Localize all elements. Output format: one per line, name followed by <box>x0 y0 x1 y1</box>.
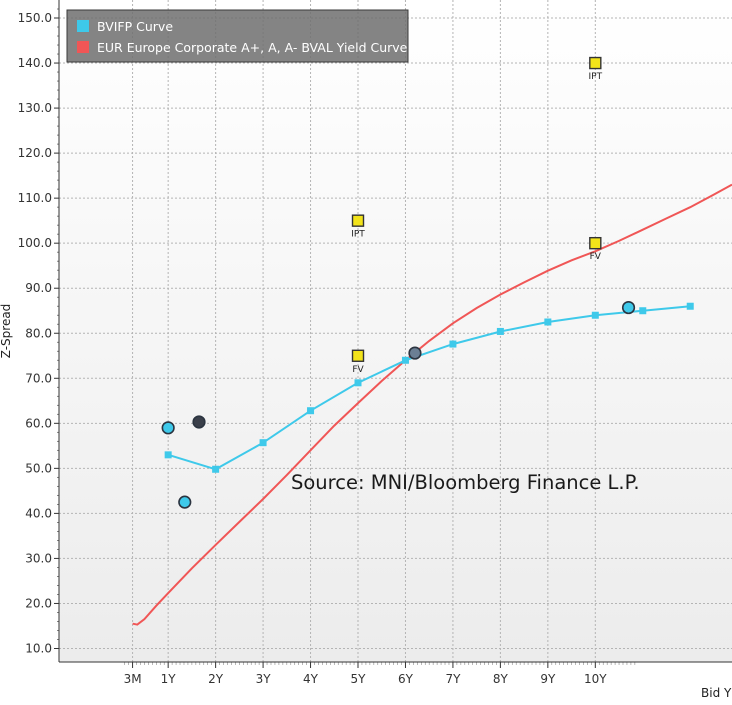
y-tick-label: 50.0 <box>25 461 52 475</box>
y-axis-label: Z-Spread <box>0 304 13 359</box>
bvifp-curve-point <box>544 318 552 326</box>
y-tick-label: 90.0 <box>25 281 52 295</box>
y-tick-label: 100.0 <box>18 236 52 250</box>
axes: 10.0 20.0 30.0 40.0 50.0 60.0 70.0 80.0 90.0 100.… <box>18 0 732 686</box>
plot-area <box>59 0 732 662</box>
x-tick-label: 9Y <box>540 672 556 686</box>
series-layer <box>132 183 732 626</box>
x-axis-label: Bid Y <box>701 686 732 700</box>
legend-swatch <box>77 41 89 53</box>
bvifp-curve-point <box>212 465 220 473</box>
marker-square <box>351 214 365 227</box>
y-tick-label: 110.0 <box>18 191 52 205</box>
legend-label: BVIFP Curve <box>97 19 173 34</box>
bvifp-curve-point <box>686 302 694 310</box>
marker-label: FV <box>590 252 602 262</box>
x-tick-label: 2Y <box>208 672 224 686</box>
y-tick-label: 150.0 <box>18 11 52 25</box>
legend: BVIFP Curve EUR Europe Corporate A+, A, A… <box>66 9 409 63</box>
bvifp-curve-point <box>307 407 315 415</box>
y-tick-label: 80.0 <box>25 326 52 340</box>
x-tick-label: 6Y <box>398 672 414 686</box>
x-tick-label: 8Y <box>493 672 509 686</box>
bond-point-dark <box>192 415 206 429</box>
marker-square <box>589 56 602 70</box>
y-tick-label: 20.0 <box>25 596 52 610</box>
marker-label: IPT <box>589 72 603 82</box>
bvifp-curve-point <box>591 311 599 319</box>
points-layer: IPT IPT FV FV <box>161 56 636 509</box>
bond-point-mixed <box>408 346 422 360</box>
bvifp-curve-point <box>449 340 457 348</box>
bvifp-curve-point <box>354 379 362 387</box>
x-tick-label: 5Y <box>351 672 367 686</box>
y-tick-label: 60.0 <box>25 416 52 430</box>
y-tick-label: 40.0 <box>25 506 52 520</box>
source-annotation: Source: MNI/Bloomberg Finance L.P. <box>291 471 640 494</box>
y-tick-label: 140.0 <box>18 56 52 70</box>
marker-square <box>351 349 365 362</box>
bond-point <box>178 495 192 509</box>
x-tick-label: 7Y <box>445 672 461 686</box>
bvifp-curve-line <box>167 305 691 471</box>
bvifp-curve-point <box>639 307 647 315</box>
y-tick-label: 120.0 <box>18 146 52 160</box>
x-tick-label: 3M <box>124 672 142 686</box>
marker-label: IPT <box>351 230 365 240</box>
bond-point <box>621 300 636 315</box>
y-tick-label: 130.0 <box>18 101 52 115</box>
legend-swatch <box>77 20 89 32</box>
x-tick-label: 10Y <box>584 672 607 686</box>
bvifp-curve-point <box>401 356 409 364</box>
legend-box <box>66 9 409 63</box>
marker-square <box>589 236 602 250</box>
marker-label: FV <box>352 365 364 375</box>
legend-label: EUR Europe Corporate A+, A, A- BVAL Yiel… <box>97 40 408 55</box>
bvifp-curve-point <box>496 327 504 335</box>
x-tick-label: 4Y <box>303 672 319 686</box>
bvifp-curve-point <box>259 439 267 447</box>
y-tick-label: 10.0 <box>25 641 52 655</box>
x-tick-label: 3Y <box>256 672 272 686</box>
x-tick-label: 1Y <box>161 672 177 686</box>
y-tick-label: 30.0 <box>25 551 52 565</box>
bvifp-curve-point <box>164 451 172 459</box>
bond-point <box>161 421 175 435</box>
y-tick-label: 70.0 <box>25 371 52 385</box>
